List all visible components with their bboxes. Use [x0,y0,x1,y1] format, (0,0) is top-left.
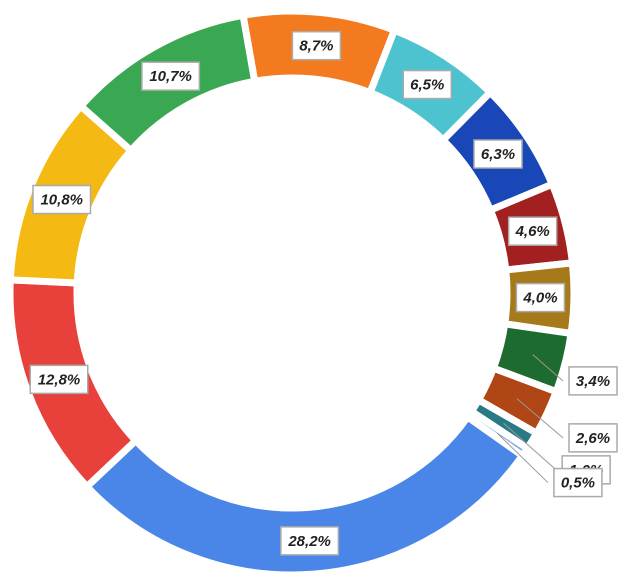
leader-line [516,398,564,439]
label-box [291,30,342,61]
leader-line [496,432,549,483]
data-label: 4,6% [515,223,550,240]
data-label: 2,6% [575,430,610,447]
data-label: 6,5% [410,77,444,94]
data-label: 0,5% [561,475,595,492]
label-box [473,139,523,169]
data-label: 8,7% [299,38,333,55]
data-label: 4,0% [522,290,557,307]
label-box [553,467,603,498]
label-box [568,423,618,453]
data-label: 10,8% [40,191,83,208]
label-box [141,61,201,91]
leader-line [503,422,557,471]
label-box [507,216,558,246]
data-label: 12,8% [38,371,81,388]
data-label: 10,7% [149,68,192,85]
label-box [402,69,453,100]
data-label: 28,2% [287,533,331,550]
label-box [568,366,618,396]
data-label: 3,4% [576,373,610,390]
label-box [515,282,566,313]
label-box [29,364,89,395]
label-box [32,184,92,215]
leader-line [532,354,564,382]
data-label: 6,3% [481,146,515,163]
label-box [280,526,340,556]
